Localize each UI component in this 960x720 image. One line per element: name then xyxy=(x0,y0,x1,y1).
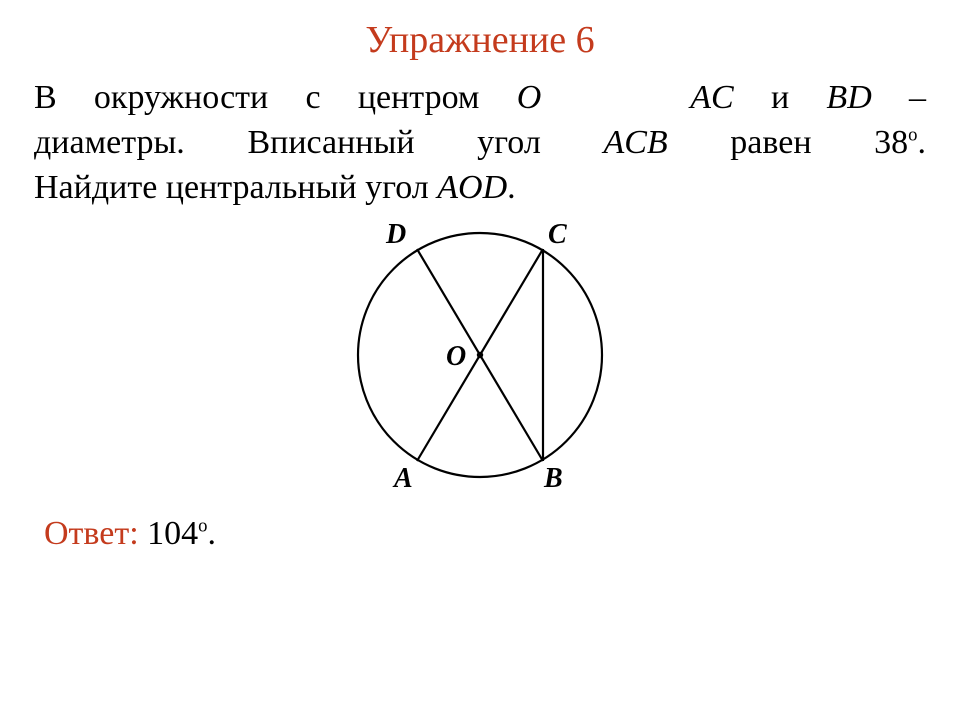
svg-text:D: D xyxy=(385,219,406,250)
txt: В окружности с центром xyxy=(34,79,517,116)
var-O: O xyxy=(517,79,542,116)
var-AC: AC xyxy=(690,79,733,116)
answer-value: 104 xyxy=(139,515,199,552)
problem-text: В окружности с центром O AC и BD – диаме… xyxy=(34,76,926,211)
txt: – xyxy=(872,79,926,116)
answer-label: Ответ: xyxy=(44,515,139,552)
txt xyxy=(541,79,578,116)
svg-text:A: A xyxy=(392,463,413,494)
txt: и xyxy=(734,79,827,116)
svg-text:C: C xyxy=(548,219,567,250)
txt: Найдите центральный угол xyxy=(34,169,437,206)
txt: диаметры. Вписанный угол xyxy=(34,124,603,161)
txt: равен 38 xyxy=(668,124,909,161)
var-AOD: AOD xyxy=(437,169,507,206)
exercise-title: Упражнение 6 xyxy=(34,18,926,62)
txt: . xyxy=(208,515,217,552)
circle-diagram: A B C D O xyxy=(320,215,640,495)
var-BD: BD xyxy=(826,79,871,116)
svg-text:O: O xyxy=(446,341,466,372)
answer-line: Ответ: 104о. xyxy=(34,515,926,553)
txt: . xyxy=(918,124,927,161)
svg-text:B: B xyxy=(543,463,563,494)
degree-symbol: о xyxy=(908,125,917,146)
degree-symbol: о xyxy=(198,515,207,536)
txt: . xyxy=(507,169,516,206)
var-ACB: ACB xyxy=(603,124,667,161)
